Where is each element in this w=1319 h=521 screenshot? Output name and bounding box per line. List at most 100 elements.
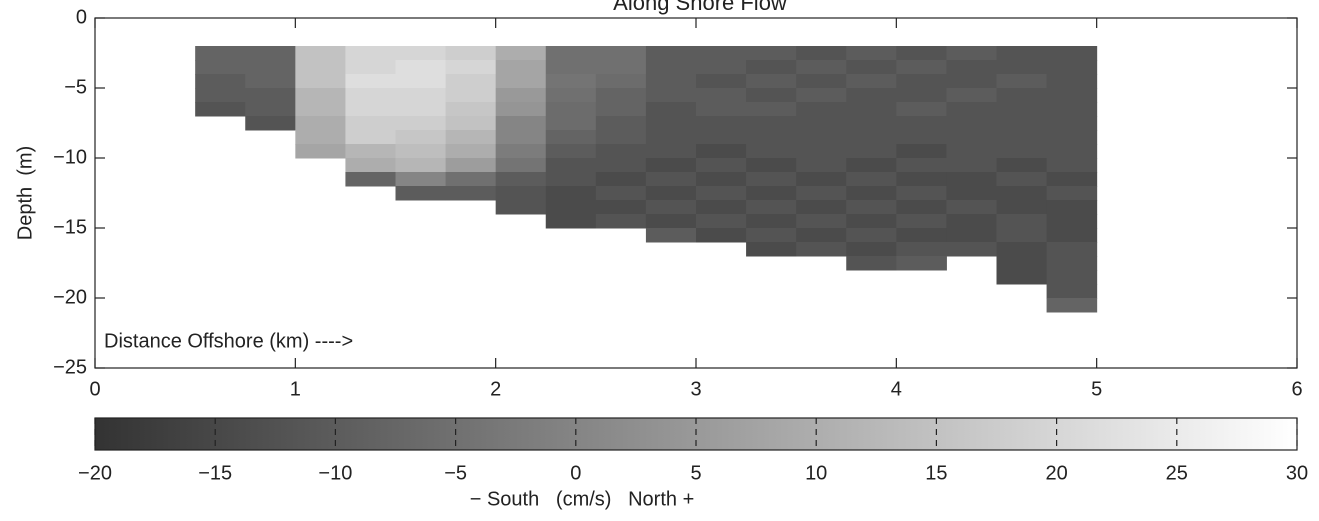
cell	[946, 228, 997, 243]
chart-title: Along Shore Flow	[613, 0, 787, 15]
cell	[996, 200, 1048, 215]
cell	[545, 214, 597, 229]
cell	[645, 228, 697, 243]
colorbar-label: − South (cm/s) North +	[470, 488, 695, 510]
cell	[395, 46, 447, 61]
cell	[796, 228, 847, 243]
x-tick-label: 4	[891, 378, 902, 400]
cell	[746, 186, 797, 201]
cell	[996, 256, 1048, 271]
cell	[996, 186, 1048, 201]
cell	[746, 200, 797, 215]
cell	[1046, 60, 1098, 75]
cell	[295, 144, 346, 159]
cell	[545, 172, 597, 187]
cell	[696, 228, 747, 243]
cell	[1046, 270, 1098, 285]
cell	[946, 200, 997, 215]
y-tick-label: −10	[53, 146, 87, 168]
cell	[395, 88, 447, 103]
cell	[245, 60, 296, 75]
cell	[295, 130, 346, 145]
cell	[696, 130, 747, 145]
y-tick-label: −25	[53, 356, 87, 378]
cell	[846, 242, 897, 257]
cell	[1046, 298, 1098, 313]
cell	[595, 158, 647, 173]
cell	[996, 46, 1048, 61]
cell	[545, 60, 597, 75]
cell	[1046, 74, 1098, 89]
cell	[896, 186, 947, 201]
cell	[645, 200, 697, 215]
cell	[545, 186, 597, 201]
cell	[345, 102, 396, 117]
cell	[445, 116, 497, 131]
cell	[545, 102, 597, 117]
cell	[195, 74, 246, 89]
cell	[896, 46, 947, 61]
cell	[896, 172, 947, 187]
cell	[746, 144, 797, 159]
cell	[796, 158, 847, 173]
cell	[295, 102, 346, 117]
cell	[345, 60, 396, 75]
cell	[796, 130, 847, 145]
cell	[595, 116, 647, 131]
cell	[696, 60, 747, 75]
cell	[245, 88, 296, 103]
cell	[295, 60, 346, 75]
cell	[1046, 214, 1098, 229]
cell	[746, 228, 797, 243]
cell	[896, 116, 947, 131]
cell	[645, 60, 697, 75]
cell	[846, 130, 897, 145]
cell	[1046, 144, 1098, 159]
cell	[796, 242, 847, 257]
cell	[595, 200, 647, 215]
cell	[746, 130, 797, 145]
cell	[846, 88, 897, 103]
cell	[545, 74, 597, 89]
cell	[946, 144, 997, 159]
cell	[896, 102, 947, 117]
annotation: Distance Offshore (km) ---->	[104, 330, 353, 352]
cell	[245, 74, 296, 89]
cell	[946, 172, 997, 187]
x-tick-label: 5	[1091, 378, 1102, 400]
cell	[846, 46, 897, 61]
cell	[696, 186, 747, 201]
x-tick-label: 1	[290, 378, 301, 400]
cell	[996, 88, 1048, 103]
cell	[345, 46, 396, 61]
cell	[696, 88, 747, 103]
cell	[495, 144, 547, 159]
cell	[996, 158, 1048, 173]
cell	[746, 172, 797, 187]
cell	[395, 74, 447, 89]
cell	[846, 214, 897, 229]
cell	[495, 102, 547, 117]
x-tick-label: 0	[89, 378, 100, 400]
cell	[996, 144, 1048, 159]
colorbar-tick-label: 20	[1045, 462, 1067, 484]
cell	[495, 130, 547, 145]
cell	[445, 74, 497, 89]
cell	[545, 200, 597, 215]
cell	[696, 158, 747, 173]
cell	[195, 88, 246, 103]
cell	[545, 88, 597, 103]
cell	[846, 102, 897, 117]
cell	[896, 214, 947, 229]
cell	[896, 130, 947, 145]
cell	[1046, 228, 1098, 243]
colorbar-tick-label: 0	[570, 462, 581, 484]
cell	[395, 186, 447, 201]
cell	[946, 214, 997, 229]
y-tick-label: −5	[64, 76, 87, 98]
cell	[545, 130, 597, 145]
cell	[746, 116, 797, 131]
cell	[595, 172, 647, 187]
cell	[595, 88, 647, 103]
